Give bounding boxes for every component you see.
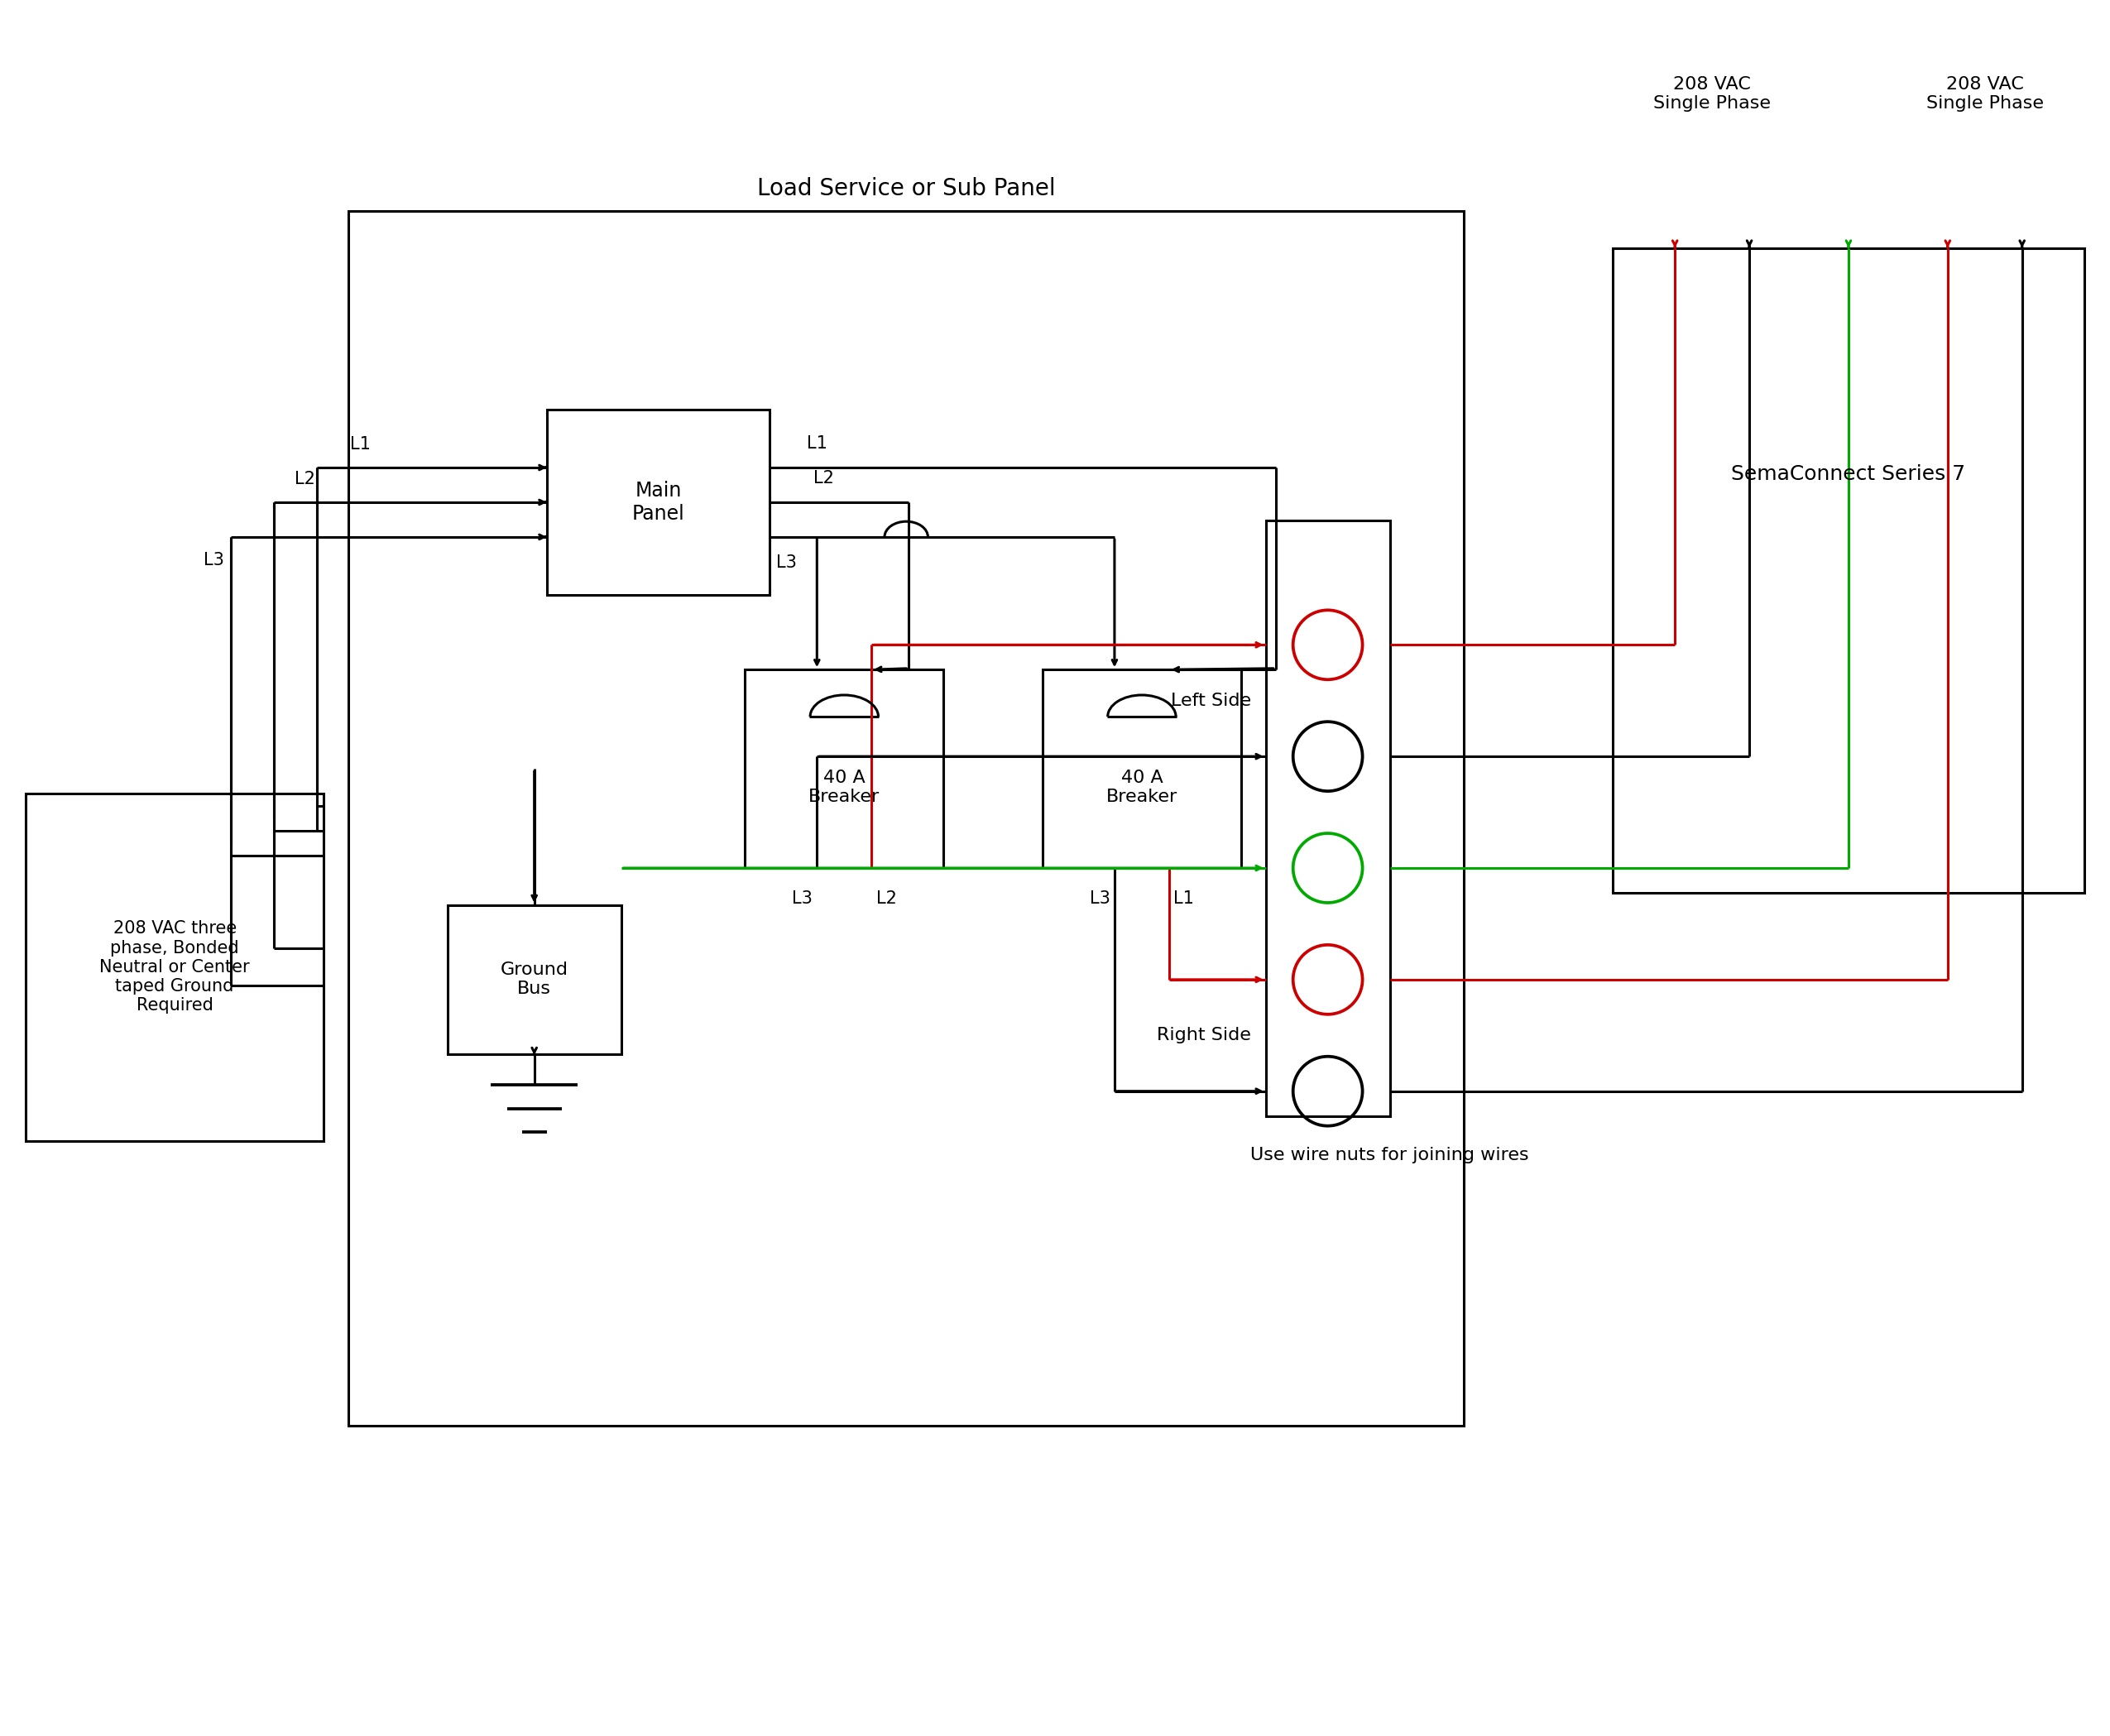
Text: Main
Panel: Main Panel (631, 481, 684, 524)
Bar (1612, 248, 2085, 892)
Text: SemaConnect Series 7: SemaConnect Series 7 (1732, 464, 1967, 484)
Text: 40 A
Breaker: 40 A Breaker (1106, 769, 1177, 806)
Bar (546, 410, 770, 595)
Text: L2: L2 (295, 470, 314, 488)
Text: 40 A
Breaker: 40 A Breaker (808, 769, 880, 806)
Text: 208 VAC
Single Phase: 208 VAC Single Phase (1926, 76, 2045, 111)
Text: L3: L3 (791, 891, 812, 906)
Bar (1266, 521, 1390, 1116)
Text: Right Side: Right Side (1156, 1028, 1251, 1043)
Bar (348, 210, 1464, 1425)
Text: Use wire nuts for joining wires: Use wire nuts for joining wires (1251, 1147, 1530, 1163)
Text: L1: L1 (806, 436, 827, 451)
Text: L1: L1 (1173, 891, 1194, 906)
Text: Left Side: Left Side (1171, 693, 1251, 708)
Text: L2: L2 (812, 469, 833, 486)
Text: L3: L3 (205, 552, 224, 568)
Text: 208 VAC
Single Phase: 208 VAC Single Phase (1654, 76, 1770, 111)
Bar (745, 670, 943, 868)
Text: Load Service or Sub Panel: Load Service or Sub Panel (757, 177, 1055, 200)
Bar (1042, 670, 1241, 868)
Text: L3: L3 (776, 554, 798, 571)
Bar (25, 793, 323, 1141)
Bar (447, 904, 620, 1054)
Text: 208 VAC three
phase, Bonded
Neutral or Center
taped Ground
Required: 208 VAC three phase, Bonded Neutral or C… (99, 920, 249, 1014)
Text: L3: L3 (1089, 891, 1110, 906)
Text: Ground
Bus: Ground Bus (500, 962, 568, 998)
Text: L1: L1 (350, 436, 371, 453)
Text: L2: L2 (876, 891, 897, 906)
